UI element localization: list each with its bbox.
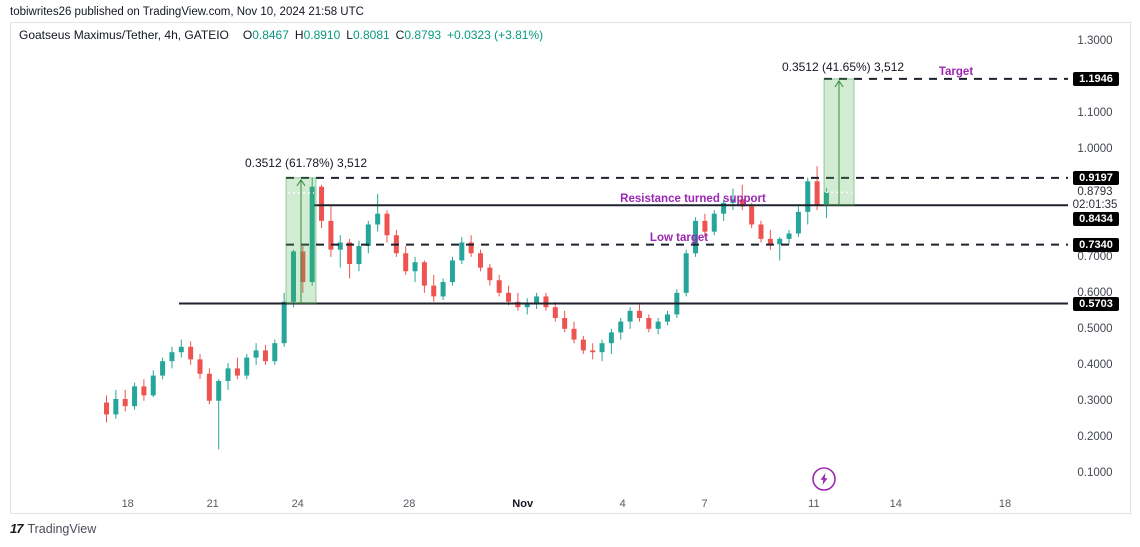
price-tick: 1.3000 — [1077, 35, 1113, 47]
price-tick: 0.7000 — [1077, 250, 1113, 263]
price-tick: 0.6000 — [1077, 286, 1113, 299]
price-level-badge: 0.8434 — [1073, 212, 1119, 227]
ohlc-values: O0.8467 H0.8910 L0.8081 C0.8793 — [237, 28, 441, 42]
ohlc-key: L — [346, 28, 353, 42]
ohlc-value: 0.8081 — [352, 28, 390, 42]
tradingview-logo: 17 TradingView — [10, 521, 96, 536]
published-byline: tobiwrites26 published on TradingView.co… — [10, 6, 364, 18]
current-price-label: 0.8793 02:01:35 — [1071, 186, 1119, 212]
date-tick: 28 — [403, 498, 416, 510]
price-level-badge: 1.1946 — [1073, 71, 1119, 86]
lightning-event-marker[interactable] — [812, 467, 836, 491]
price-tick: 0.3000 — [1077, 394, 1113, 407]
chart-frame: Goatseus Maximus/Tether, 4h, GATEIO O0.84… — [10, 22, 1131, 514]
date-tick: 11 — [808, 498, 820, 510]
price-tick: 0.1000 — [1077, 466, 1113, 479]
change-value: +0.0323 (+3.81%) — [447, 28, 544, 42]
symbol-legend[interactable]: Goatseus Maximus/Tether, 4h, GATEIO O0.84… — [19, 28, 543, 42]
tradingview-logo-icon: 17 — [10, 521, 24, 536]
price-tick: 1.0000 — [1077, 142, 1113, 155]
symbol-title: Goatseus Maximus/Tether, 4h, GATEIO — [19, 28, 229, 42]
projection-label-1: 0.3512 (61.78%) 3,512 — [244, 156, 368, 170]
price-level-badge: 0.5703 — [1073, 296, 1119, 311]
date-tick: 18 — [998, 498, 1012, 510]
date-tick: 7 — [701, 498, 708, 510]
ohlc-value: 0.8467 — [252, 28, 289, 42]
resistance-turned-support-label: Resistance turned support — [620, 193, 766, 205]
tradingview-logo-text: TradingView — [27, 521, 97, 536]
price-tick: 0.4000 — [1077, 358, 1113, 371]
ohlc-value: 0.8910 — [303, 28, 341, 42]
date-tick: 4 — [619, 498, 626, 510]
ohlc-key: O — [242, 28, 253, 42]
date-tick: 14 — [889, 498, 902, 510]
price-level-badge: 0.9197 — [1073, 170, 1119, 185]
current-price-value: 0.8793 — [1077, 186, 1113, 199]
date-tick: 21 — [206, 498, 219, 510]
target-label: Target — [938, 66, 974, 78]
price-level-badge: 0.7340 — [1073, 237, 1119, 252]
date-tick: Nov — [512, 498, 534, 510]
price-tick: 1.1000 — [1077, 106, 1113, 119]
date-tick: 18 — [121, 498, 134, 510]
bar-countdown: 02:01:35 — [1072, 199, 1118, 212]
ohlc-key: H — [294, 28, 304, 42]
date-tick: 24 — [291, 498, 304, 510]
low-target-label: Low target — [649, 232, 709, 244]
price-chart[interactable] — [11, 23, 1130, 518]
price-tick: 0.2000 — [1077, 430, 1113, 443]
price-tick: 0.5000 — [1077, 322, 1113, 335]
ohlc-key: C — [395, 28, 405, 42]
ohlc-value: 0.8793 — [404, 28, 442, 42]
projection-label-2: 0.3512 (41.65%) 3,512 — [781, 60, 905, 74]
